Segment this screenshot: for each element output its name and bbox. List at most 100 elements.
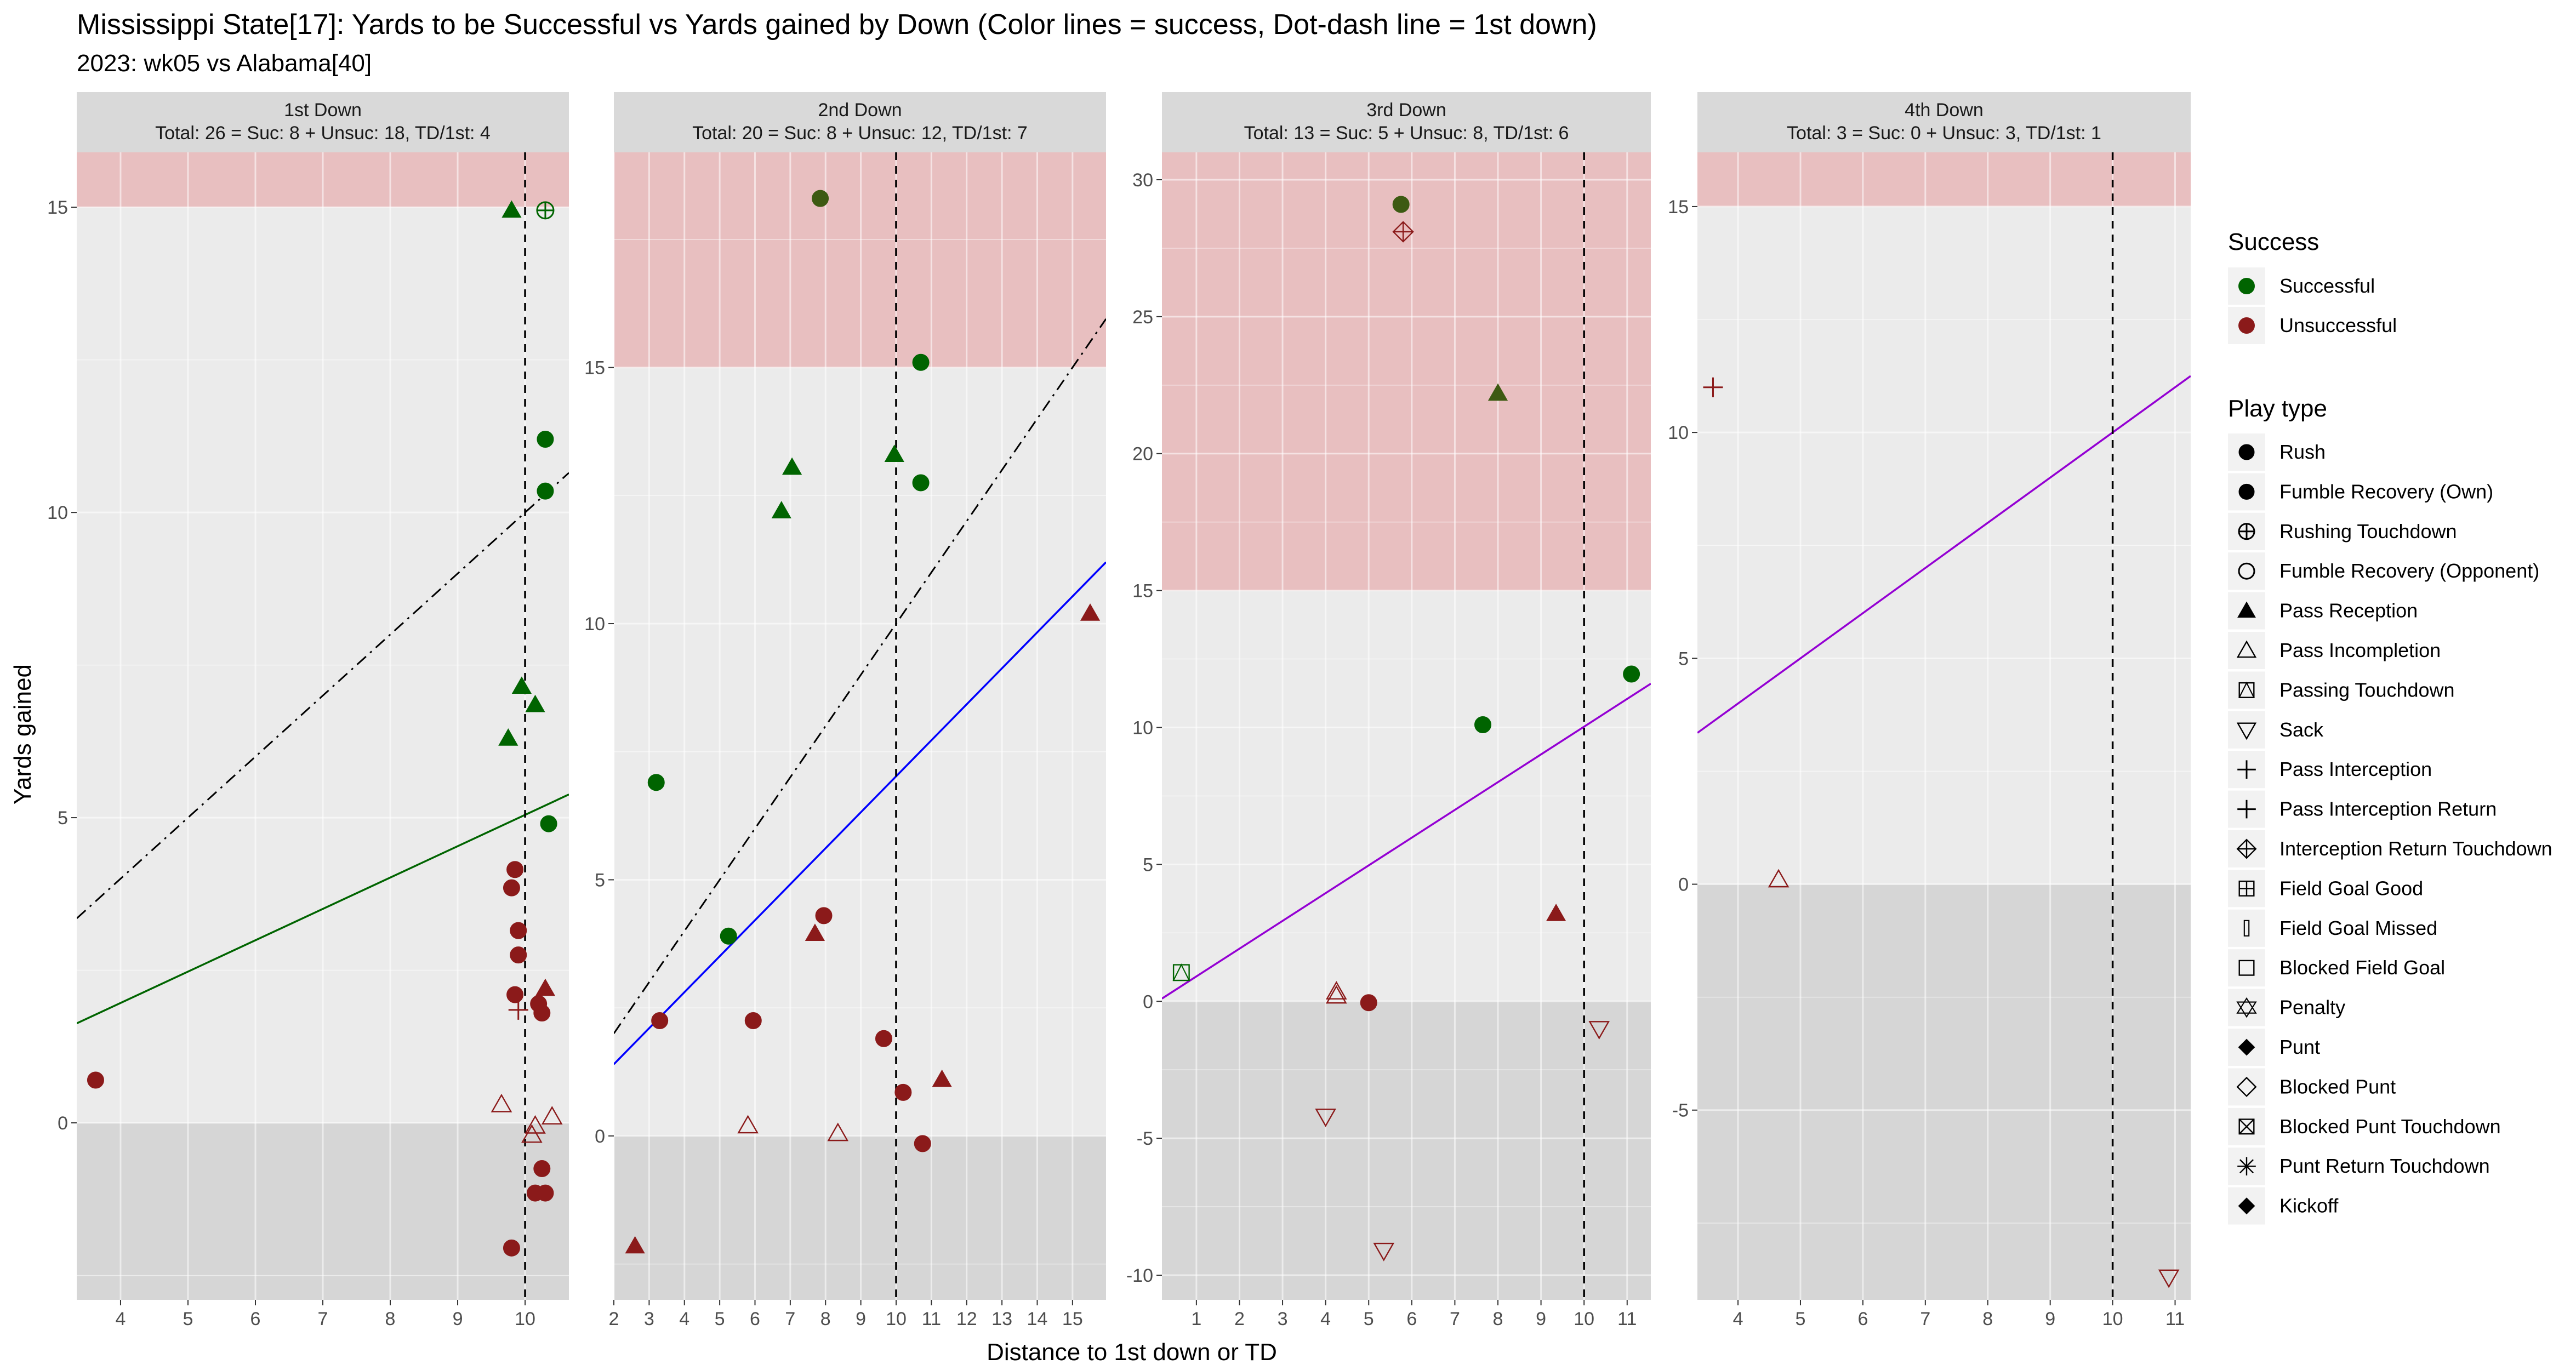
legend-key-symbol: [2236, 640, 2257, 658]
y-tick-label: 10: [1132, 717, 1153, 738]
data-point-unsuccessful: [510, 922, 527, 939]
data-point-unsuccessful: [651, 1012, 669, 1030]
legend-key-symbol-triangle: [2236, 722, 2257, 740]
data-point-successful: [1474, 716, 1491, 734]
legend-key-symbol-triangle-up: [2236, 997, 2257, 1014]
data-point-successful-circle: [1474, 716, 1491, 734]
data-point-successful-circle: [537, 482, 554, 500]
x-tick-label: 4: [115, 1309, 126, 1329]
x-tick-label: 6: [1857, 1309, 1868, 1329]
legend: Success Successful Unsuccessful Play type Ru…: [2228, 229, 2552, 1225]
legend-playtype-title: Play type: [2228, 395, 2327, 422]
axes: 2 3 4 5 6 7 8 9 10 11 12 13 14 15 0 5 10 15: [584, 358, 1083, 1329]
legend-key-symbol: [2238, 562, 2255, 580]
x-tick-label: 7: [1920, 1309, 1930, 1329]
data-point-successful: [540, 815, 557, 832]
legend-playtype-item: Field Goal Good: [2228, 870, 2423, 907]
y-tick-label: 15: [584, 358, 605, 379]
legend-key-symbol-circle: [2238, 444, 2255, 460]
legend-playtype-label: Sack: [2279, 718, 2324, 741]
data-point-success_dark: [812, 190, 829, 207]
data-point-unsuccessful-triangle: [491, 1093, 512, 1112]
data-point-successful: [537, 431, 554, 448]
panel-strip-title: 1st Down: [284, 100, 362, 121]
legend-playtype-label: Rush: [2279, 441, 2326, 463]
data-point-unsuccessful: [506, 861, 524, 878]
legend-key-symbol: [2238, 1197, 2255, 1215]
data-point-unsuccessful: [503, 879, 520, 897]
x-tick-label: 12: [956, 1309, 977, 1329]
legend-playtype-item: Fumble Recovery (Own): [2228, 473, 2493, 511]
panel-strip-title: 3rd Down: [1366, 100, 1446, 121]
success-line: [614, 561, 1106, 1065]
legend-key-symbol-diamond: [2238, 1197, 2255, 1215]
x-tick-label: 6: [1406, 1309, 1417, 1329]
data-point-unsuccessful-triangle: [1768, 869, 1789, 888]
y-tick-label: -5: [1137, 1128, 1153, 1149]
success-band: [1697, 152, 2191, 207]
x-tick-label: 14: [1027, 1309, 1048, 1329]
data-point-unsuccessful-triangle: [541, 1106, 563, 1124]
data-point-unsuccessful: [506, 986, 524, 1003]
legend-key-symbol: [2238, 1038, 2255, 1056]
legend-key-symbol-lines: [2237, 1157, 2256, 1175]
data-point-successful: [501, 200, 522, 218]
legend-key-symbol: [2237, 601, 2256, 618]
legend-key-symbol: [2237, 760, 2256, 779]
data-point-unsuccessful: [87, 1071, 104, 1089]
legend-playtype-label: Blocked Punt Touchdown: [2279, 1115, 2501, 1138]
success-line: [77, 794, 569, 1025]
data-point-success_dark-triangle: [1488, 383, 1508, 401]
x-tick-label: 11: [1617, 1309, 1637, 1329]
data-point-unsuccessful: [1373, 1242, 1395, 1261]
y-tick-label: 10: [584, 614, 605, 635]
legend-key-symbol-cross: [2238, 1118, 2255, 1134]
data-point-successful: [782, 457, 802, 475]
y-tick-label: 5: [1143, 854, 1153, 875]
data-point-success_dark-circle: [1392, 196, 1410, 213]
legend-key-bg: [2228, 632, 2265, 669]
data-point-success_dark: [1392, 196, 1410, 213]
legend-success-title: Success: [2228, 229, 2319, 255]
data-point-unsuccessful: [815, 907, 833, 924]
axes: 4 5 6 7 8 9 10 0 5 10 15: [47, 197, 535, 1329]
data-point-unsuccessful-circle: [87, 1071, 104, 1089]
data-point-successful-triangle: [782, 457, 802, 475]
loss-band: [614, 1135, 1106, 1300]
legend-key-symbol-cross: [2237, 840, 2256, 858]
legend-playtype-label: Field Goal Good: [2279, 877, 2423, 899]
legend-playtype-item: Rush: [2228, 433, 2326, 471]
first-down-line: [614, 318, 1106, 1034]
legend-playtype-label: Punt: [2279, 1036, 2320, 1058]
legend-playtype-label: Field Goal Missed: [2279, 917, 2437, 939]
legend-key-symbol-triangle-down: [2236, 1001, 2257, 1018]
x-tick-label: 11: [922, 1309, 941, 1329]
data-point-successful: [884, 444, 904, 462]
data-point-unsuccessful-circle: [894, 1083, 912, 1101]
loss-band: [1697, 884, 2191, 1300]
panel-strip: [614, 92, 1106, 152]
x-tick-label: 9: [1536, 1309, 1546, 1329]
data-point-successful-circle: [912, 353, 930, 371]
x-tick-label: 9: [453, 1309, 463, 1329]
legend-playtype-label: Rushing Touchdown: [2279, 520, 2457, 543]
x-tick-label: 13: [991, 1309, 1012, 1329]
axes: 4 5 6 7 8 9 10 11 -5 0 5 10 15: [1668, 197, 2185, 1329]
data-point-unsuccessful-triangle: [1325, 985, 1347, 1004]
data-point-unsuccessful: [1360, 994, 1377, 1012]
data-point-unsuccessful-triangle: [805, 923, 825, 941]
data-point-successful: [720, 927, 737, 945]
data-point-success_dark-circle: [812, 190, 829, 207]
data-point-successful: [498, 728, 518, 746]
legend-key-symbol: [2236, 1076, 2257, 1097]
legend-playtype-item: Blocked Punt Touchdown: [2228, 1108, 2501, 1145]
x-tick-label: 4: [1733, 1309, 1743, 1329]
x-tick-label: 9: [2045, 1309, 2055, 1329]
y-tick-label: 5: [58, 808, 68, 829]
y-tick-label: 10: [1668, 423, 1689, 443]
data-point-successful-triangle: [501, 200, 522, 218]
legend-success-label: Successful: [2279, 275, 2375, 297]
